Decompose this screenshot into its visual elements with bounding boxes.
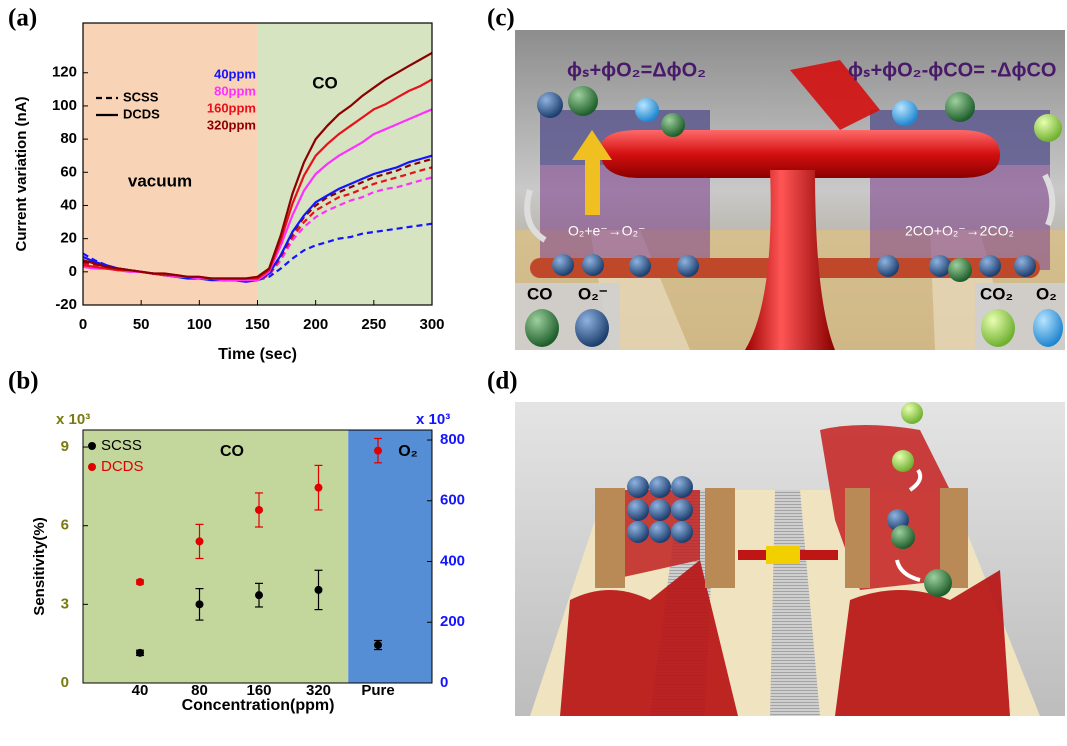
marker	[315, 484, 323, 492]
y-tick-label: 6	[61, 517, 69, 534]
y2-tick-label: 600	[440, 492, 465, 509]
molecule	[635, 98, 659, 122]
marker	[374, 641, 382, 649]
panel-label: (b)	[8, 368, 39, 395]
x-tick-label: 250	[361, 316, 386, 333]
contact-pad	[845, 488, 870, 588]
y-tick-label: -20	[55, 296, 77, 313]
reaction: 2CO+O₂⁻→2CO₂	[905, 223, 1014, 239]
molecule	[901, 402, 923, 424]
molecule	[661, 113, 685, 137]
molecule	[537, 92, 563, 118]
marker	[136, 578, 144, 586]
gate	[766, 546, 800, 564]
molecule	[568, 86, 598, 116]
legend-label: 80ppm	[214, 83, 256, 98]
legend-label: 40ppm	[214, 66, 256, 81]
contact-pad	[705, 488, 735, 588]
y-tick-label: 3	[61, 595, 69, 612]
x-tick-label: 100	[187, 316, 212, 333]
key-label: CO	[527, 284, 553, 303]
x-tick-label: 0	[79, 316, 87, 333]
molecule	[945, 92, 975, 122]
key-swatch	[575, 309, 609, 347]
x-tick-label: 40	[132, 682, 149, 699]
key-swatch	[1033, 309, 1063, 347]
region	[83, 23, 258, 305]
y-axis-label: Current variation (nA)	[13, 96, 30, 251]
y2-tick-label: 200	[440, 613, 465, 630]
figure: (c) ϕₛ+ϕO₂=ΔϕO₂ ϕₛ+ϕO₂-ϕCO= -ΔϕCO O₂+e⁻→…	[0, 0, 1067, 746]
x-tick-label: 200	[303, 316, 328, 333]
x-axis-label: Concentration(ppm)	[182, 697, 335, 714]
marker	[255, 506, 263, 514]
region	[348, 430, 432, 683]
panel-label: (c)	[487, 5, 515, 32]
y-tick-label: 40	[60, 196, 77, 213]
illustration-c: (c) ϕₛ+ϕO₂=ΔϕO₂ ϕₛ+ϕO₂-ϕCO= -ΔϕCO O₂+e⁻→…	[487, 5, 1065, 350]
contact-pad	[595, 488, 625, 588]
region-label: O₂	[398, 443, 418, 460]
legend-label: 320ppm	[207, 117, 256, 132]
legend-swatch	[88, 463, 96, 471]
y-axis-label: Sensitivity(%)	[31, 517, 48, 615]
equation: ϕₛ+ϕO₂-ϕCO= -ΔϕCO	[848, 59, 1056, 81]
key-label: CO₂	[980, 284, 1013, 303]
illustration-d: (d)	[487, 368, 1065, 716]
legend-swatch	[88, 442, 96, 450]
y-multiplier: x 10³	[56, 411, 90, 428]
y2-tick-label: 400	[440, 552, 465, 569]
legend-label: DCDS	[123, 106, 160, 121]
panel-label: (a)	[8, 5, 37, 32]
reaction: O₂+e⁻→O₂⁻	[568, 223, 645, 239]
y-tick-label: 100	[52, 97, 77, 114]
key-swatch	[525, 309, 559, 347]
molecule	[1034, 114, 1062, 142]
y2-tick-label: 0	[440, 674, 448, 691]
region-label: vacuum	[128, 171, 192, 190]
region-label: CO	[312, 73, 338, 92]
x-tick-label: Pure	[361, 682, 394, 699]
key-label: O₂⁻	[578, 284, 608, 303]
key-label: O₂	[1036, 284, 1057, 303]
y2-tick-label: 800	[440, 431, 465, 448]
marker	[374, 447, 382, 455]
y-tick-label: 120	[52, 64, 77, 81]
legend-label: 160ppm	[207, 100, 256, 115]
legend-label: SCSS	[123, 89, 159, 104]
legend-label: SCSS	[101, 437, 142, 454]
legend-label: DCDS	[101, 458, 144, 475]
y-tick-label: 20	[60, 230, 77, 247]
molecule	[892, 450, 914, 472]
y2-multiplier: x 10³	[416, 411, 450, 428]
x-axis-label: Time (sec)	[218, 346, 297, 363]
panel-label: (d)	[487, 368, 518, 395]
marker	[196, 600, 204, 608]
y-tick-label: 0	[61, 674, 69, 691]
molecule	[891, 525, 915, 549]
marker	[196, 537, 204, 545]
equation: ϕₛ+ϕO₂=ΔϕO₂	[567, 59, 706, 81]
molecule	[892, 100, 918, 126]
x-tick-label: 150	[245, 316, 270, 333]
marker	[255, 591, 263, 599]
marker	[315, 586, 323, 594]
marker	[136, 649, 144, 657]
x-tick-label: 300	[419, 316, 444, 333]
y-tick-label: 9	[61, 438, 69, 455]
region-label: CO	[220, 443, 244, 460]
key-swatch	[981, 309, 1015, 347]
y-tick-label: 60	[60, 163, 77, 180]
x-tick-label: 50	[133, 316, 150, 333]
y-tick-label: 0	[69, 263, 77, 280]
y-tick-label: 80	[60, 130, 77, 147]
molecule	[924, 569, 952, 597]
